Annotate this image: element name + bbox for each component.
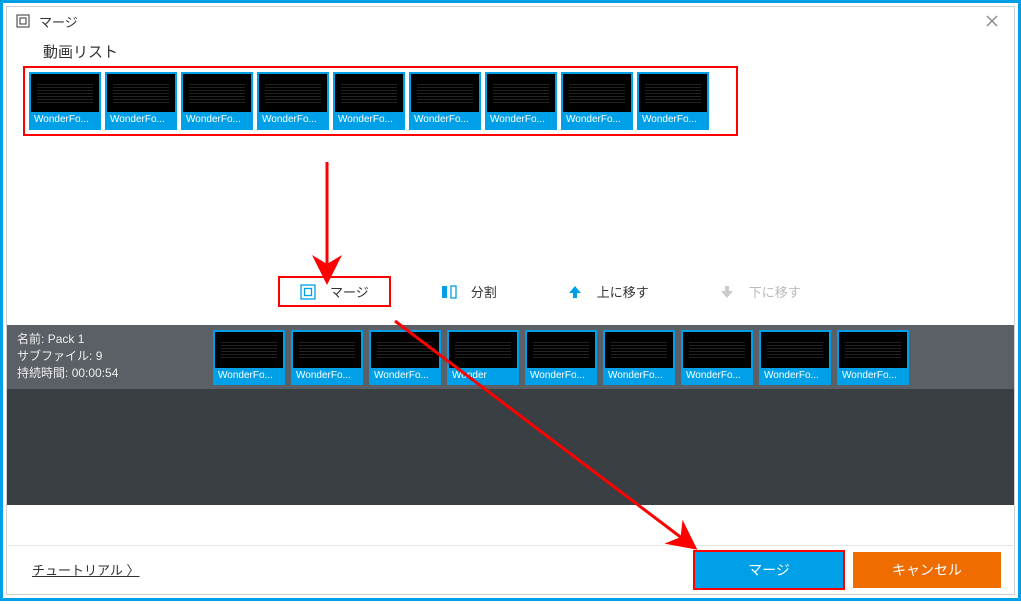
thumb-image <box>839 332 907 368</box>
pack-thumb[interactable]: WonderFo... <box>525 330 597 385</box>
thumb-image <box>259 74 327 112</box>
thumb-image <box>335 74 403 112</box>
pack-dur-value: 00:00:54 <box>72 366 119 380</box>
video-thumb[interactable]: 標準不動同学漫大輝WonderFo... <box>29 72 101 130</box>
window: マージ 動画リスト 標準不動同学漫大輝WonderFo...WonderFo..… <box>6 6 1015 595</box>
thumb-image <box>411 74 479 112</box>
thumb-image <box>639 74 707 112</box>
merge-tool-label: マージ <box>330 282 369 301</box>
thumb-image <box>527 332 595 368</box>
pack-sub-label: サブファイル: <box>17 349 92 363</box>
pack-thumb[interactable]: WonderFo... <box>837 330 909 385</box>
thumb-caption: WonderFo... <box>259 112 327 128</box>
arrow-down-icon <box>719 284 735 300</box>
video-thumb[interactable]: WonderFo... <box>561 72 633 130</box>
pack-info: 名前: Pack 1 サブファイル: 9 持続時間: 00:00:54 <box>7 325 207 389</box>
video-thumb[interactable]: WonderFo... <box>257 72 329 130</box>
thumb-caption: WonderFo... <box>527 368 595 383</box>
pack-name-value: Pack 1 <box>48 332 85 346</box>
toolbar: マージ 分割 上に移す <box>278 276 998 307</box>
cancel-button-label: キャンセル <box>892 560 962 580</box>
merge-button-highlight: マージ <box>693 550 845 590</box>
thumb-image <box>449 332 517 368</box>
thumb-image <box>215 332 283 368</box>
thumb-image <box>371 332 439 368</box>
close-button[interactable] <box>978 7 1006 35</box>
split-icon <box>441 284 457 300</box>
video-list-title: 動画リスト <box>43 41 998 62</box>
move-down-tool-label: 下に移す <box>749 282 801 301</box>
thumb-image <box>487 74 555 112</box>
merge-icon <box>15 13 31 29</box>
thumb-image <box>761 332 829 368</box>
video-thumb[interactable]: WonderFo... <box>637 72 709 130</box>
thumb-caption: WonderFo... <box>683 368 751 383</box>
thumb-image <box>293 332 361 368</box>
thumb-image: 標準不動同学漫大輝 <box>31 74 99 112</box>
pack-sub-value: 9 <box>96 349 103 363</box>
split-tool-button[interactable]: 分割 <box>421 278 517 305</box>
arrow-up-icon <box>567 284 583 300</box>
thumb-image <box>683 332 751 368</box>
pack-dur-label: 持続時間: <box>17 366 68 380</box>
thumb-caption: WonderFo... <box>563 112 631 128</box>
merge-icon <box>300 284 316 300</box>
pack-thumb[interactable]: WonderFo... <box>213 330 285 385</box>
thumb-caption: WonderFo... <box>107 112 175 128</box>
pack-thumbs: WonderFo... WonderFo... WonderFo... Wonder W… <box>207 325 1014 389</box>
pack-thumb[interactable]: WonderFo... <box>603 330 675 385</box>
pack-thumb[interactable]: WonderFo... <box>369 330 441 385</box>
merge-button[interactable]: マージ <box>695 552 843 588</box>
thumb-image <box>107 74 175 112</box>
thumb-caption: WonderFo... <box>839 368 907 383</box>
move-up-tool-label: 上に移す <box>597 282 649 301</box>
thumb-caption: Wonder <box>449 368 517 383</box>
thumb-caption: WonderFo... <box>335 112 403 128</box>
thumb-caption: WonderFo... <box>293 368 361 383</box>
thumb-caption: WonderFo... <box>31 112 99 128</box>
cancel-button[interactable]: キャンセル <box>853 552 1001 588</box>
tutorial-link[interactable]: チュートリアル 〉 <box>32 560 139 579</box>
pack-thumb[interactable]: WonderFo... <box>291 330 363 385</box>
merge-button-label: マージ <box>748 560 790 580</box>
window-title: マージ <box>39 12 78 31</box>
upper-area: 動画リスト 標準不動同学漫大輝WonderFo...WonderFo...Won… <box>7 35 1014 307</box>
titlebar: マージ <box>7 7 1014 35</box>
thumb-caption: WonderFo... <box>371 368 439 383</box>
thumb-image <box>605 332 673 368</box>
thumb-caption: WonderFo... <box>639 112 707 128</box>
thumb-image <box>563 74 631 112</box>
thumb-image <box>183 74 251 112</box>
thumb-caption: WonderFo... <box>183 112 251 128</box>
pack-thumb[interactable]: WonderFo... <box>681 330 753 385</box>
pack-thumb[interactable]: Wonder <box>447 330 519 385</box>
move-down-tool-button[interactable]: 下に移す <box>699 278 821 305</box>
move-up-tool-button[interactable]: 上に移す <box>547 278 669 305</box>
thumb-caption: WonderFo... <box>215 368 283 383</box>
app-frame: マージ 動画リスト 標準不動同学漫大輝WonderFo...WonderFo..… <box>0 0 1021 601</box>
video-thumb[interactable]: WonderFo... <box>333 72 405 130</box>
thumb-caption: WonderFo... <box>761 368 829 383</box>
thumb-caption: WonderFo... <box>605 368 673 383</box>
video-thumb[interactable]: WonderFo... <box>105 72 177 130</box>
pack-name-label: 名前: <box>17 332 44 346</box>
split-tool-label: 分割 <box>471 282 497 301</box>
video-thumb[interactable]: WonderFo... <box>181 72 253 130</box>
video-thumb[interactable]: WonderFo... <box>485 72 557 130</box>
pack-zone: 名前: Pack 1 サブファイル: 9 持続時間: 00:00:54 Wond… <box>7 325 1014 505</box>
pack-row: 名前: Pack 1 サブファイル: 9 持続時間: 00:00:54 Wond… <box>7 325 1014 389</box>
footer: チュートリアル 〉 マージ キャンセル <box>8 545 1013 593</box>
video-thumb[interactable]: WonderFo... <box>409 72 481 130</box>
pack-thumb[interactable]: WonderFo... <box>759 330 831 385</box>
video-list-box: 標準不動同学漫大輝WonderFo...WonderFo...WonderFo.… <box>23 66 738 136</box>
thumb-caption: WonderFo... <box>411 112 479 128</box>
thumb-caption: WonderFo... <box>487 112 555 128</box>
merge-tool-button[interactable]: マージ <box>278 276 391 307</box>
